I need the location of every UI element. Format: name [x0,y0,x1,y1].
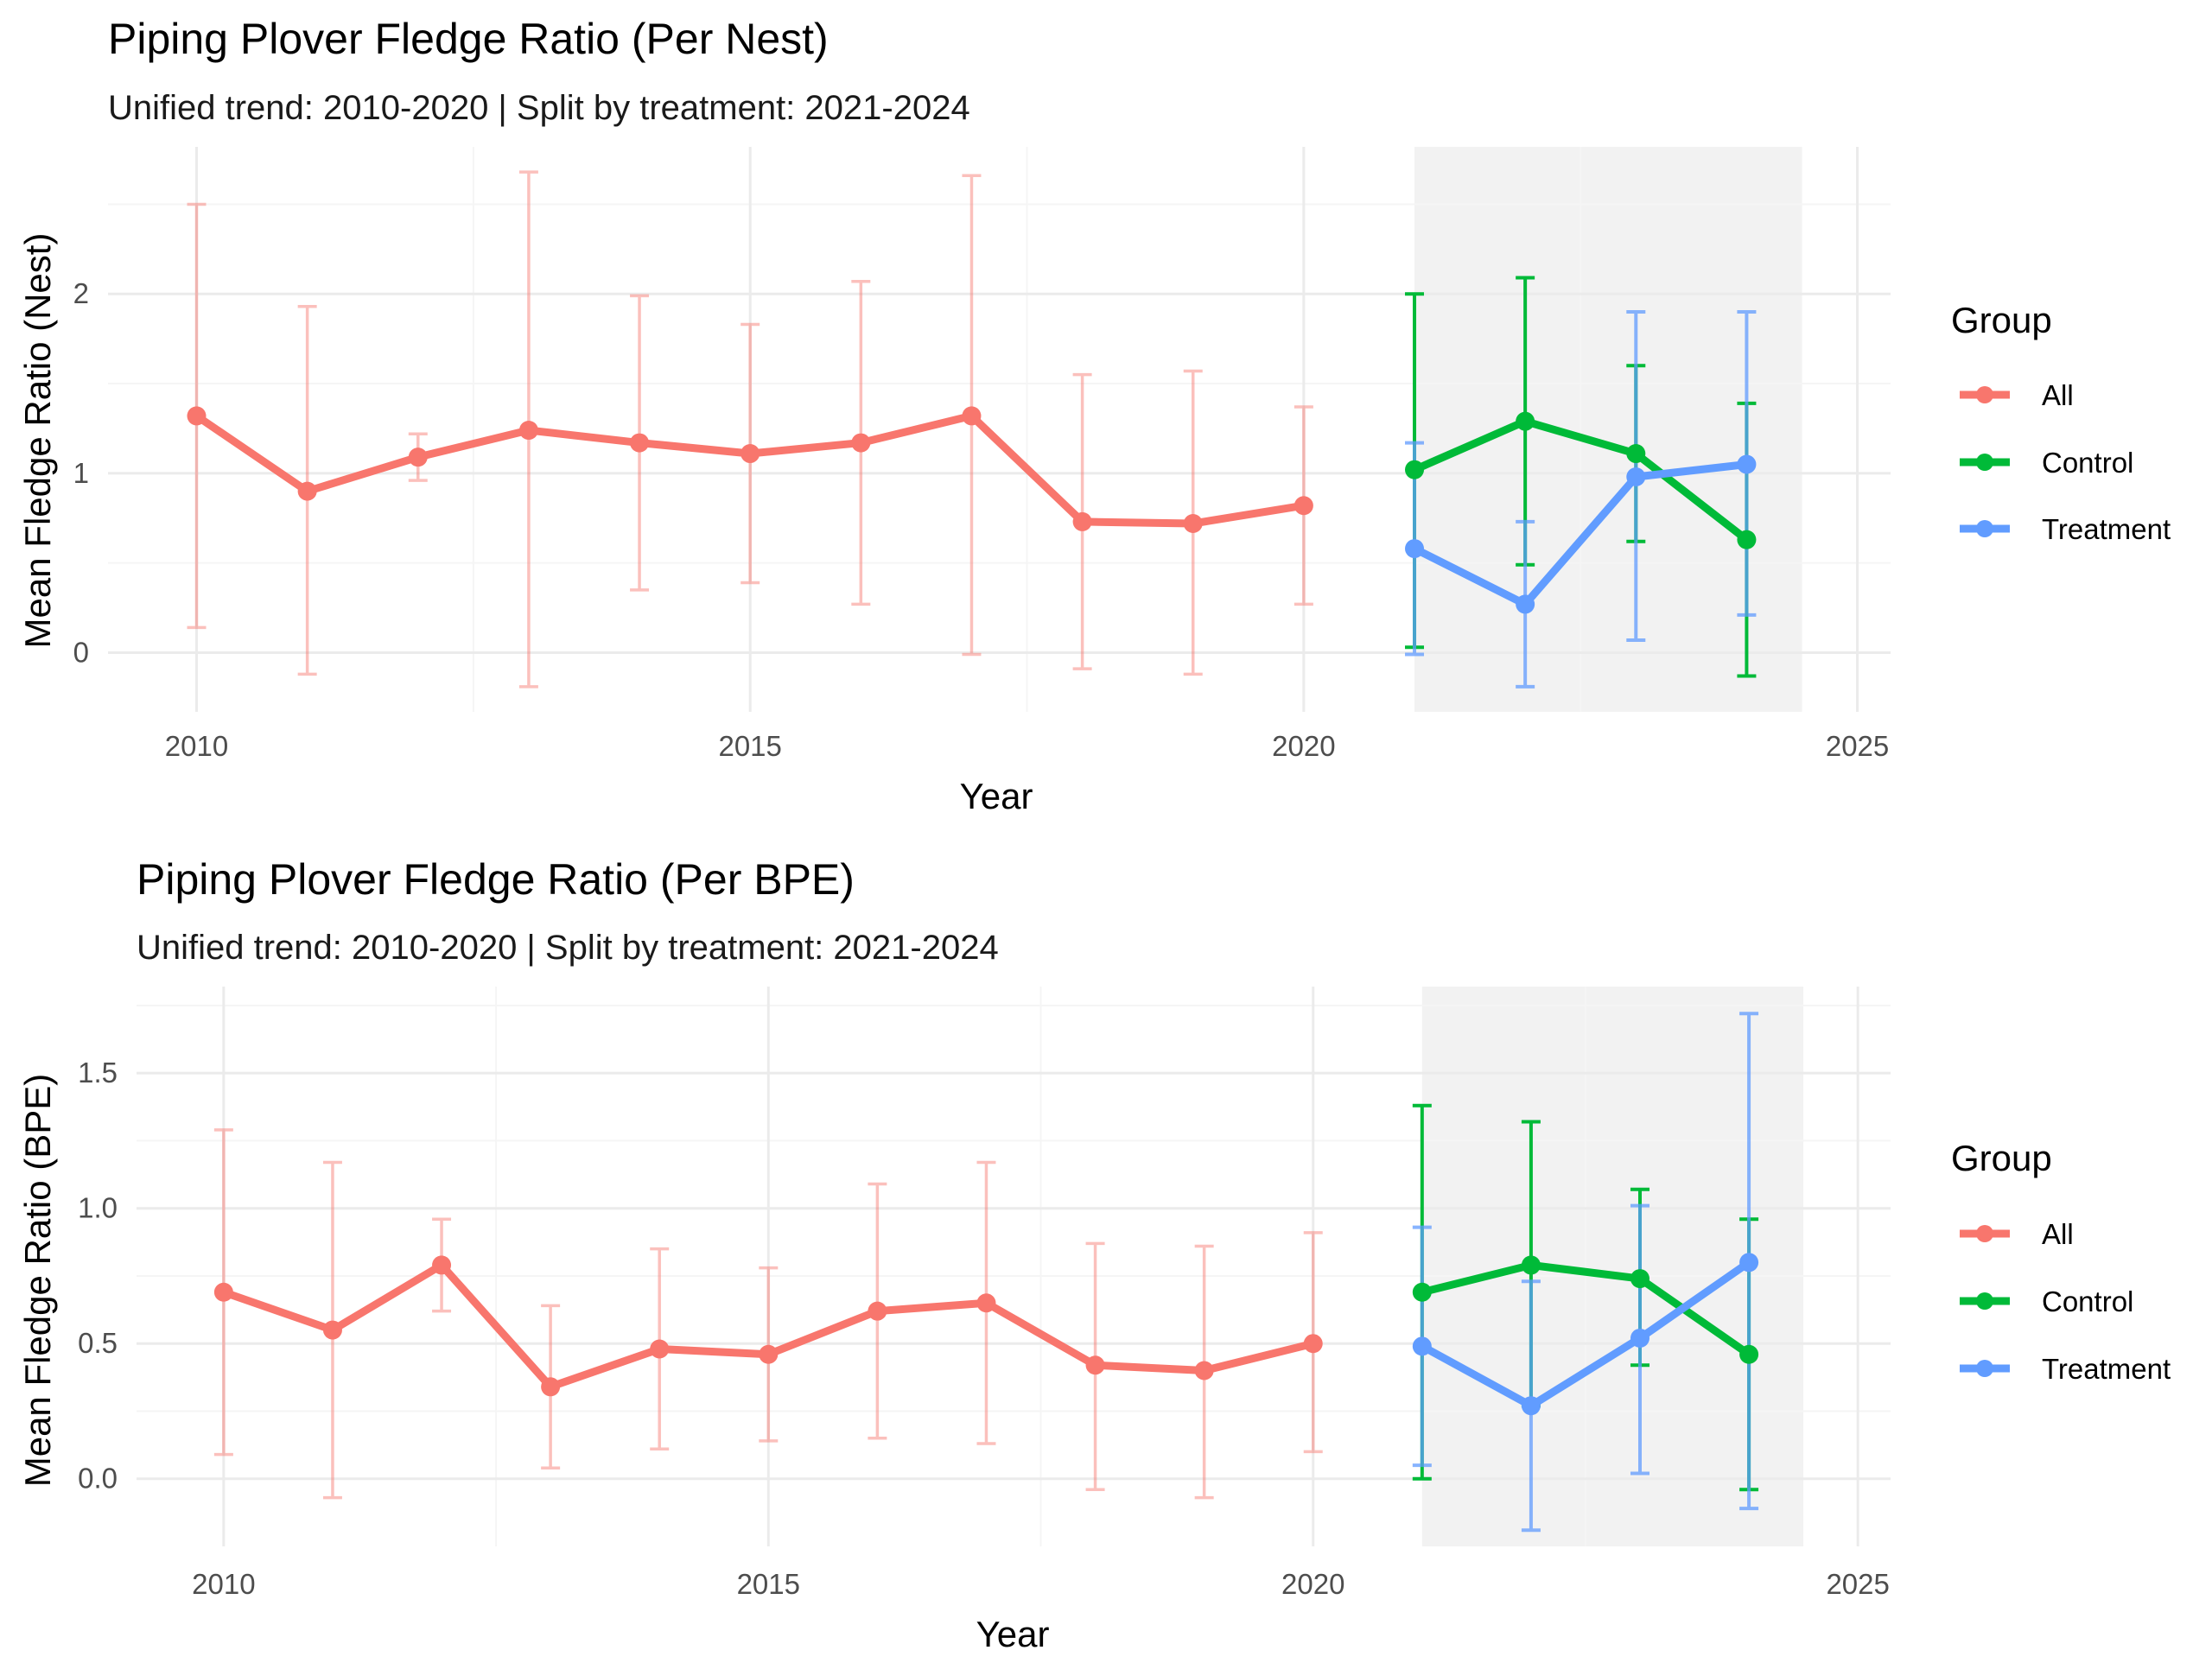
y-tick-label: 1.0 [78,1192,118,1224]
data-point-all [851,433,871,453]
x-tick-label: 2010 [192,1568,255,1600]
data-point-all [1183,514,1203,533]
y-tick-label: 2 [73,277,89,309]
legend-label-control: Control [2042,447,2133,479]
legend-label-all: All [2042,379,2074,411]
data-point-all [1294,496,1313,516]
series-line-treatment [1418,1258,1753,1410]
data-point-all [322,1320,342,1340]
x-tick-label: 2025 [1826,730,1889,762]
legend-title: Group [1951,300,2052,340]
x-axis-title: Year [976,1614,1050,1654]
data-point-treatment [1412,1336,1432,1356]
treatment-period-shade [1414,147,1802,712]
x-tick-label: 2015 [718,730,781,762]
data-point-all [408,447,428,467]
data-point-all [741,444,760,464]
data-point-control [1405,460,1425,479]
legend-key-all-dot [1976,386,1993,403]
data-point-all [1072,511,1092,531]
legend-item-all: All [1960,379,2074,411]
x-tick-label: 2020 [1272,730,1335,762]
legend-item-treatment: Treatment [1960,1353,2171,1385]
data-point-all [1085,1355,1105,1375]
data-point-all [1303,1334,1323,1354]
series-line-treatment [1410,460,1751,608]
legend-item-all: All [1960,1218,2074,1250]
data-point-all [759,1344,779,1364]
data-point-treatment [1626,467,1646,487]
data-point-all [650,1339,670,1359]
y-tick-label: 0.0 [78,1463,118,1495]
data-point-treatment [1737,454,1757,474]
data-point-all [976,1293,996,1313]
plot-area-bpe: 2010 2015 2020 2025 0.0 0.5 1.0 1.5 [78,987,1891,1600]
chart-bpe: Piping Plover Fledge Ratio (Per BPE) Uni… [17,855,2171,1654]
data-point-control [1516,411,1535,431]
data-point-all [1194,1361,1214,1381]
data-point-treatment [1405,539,1425,559]
series-line-control [1410,417,1751,544]
y-tick-label: 1.5 [78,1057,118,1089]
chart-nest: Piping Plover Fledge Ratio (Per Nest) Un… [17,15,2171,816]
x-tick-label: 2020 [1281,1568,1344,1600]
data-point-all [297,481,317,501]
legend-label-all: All [2042,1218,2074,1250]
legend-key-control-dot [1976,1292,1993,1310]
data-point-treatment [1739,1253,1759,1273]
legend-key-control-dot [1976,454,1993,471]
legend-label-treatment: Treatment [2042,1353,2171,1385]
chart-title: Piping Plover Fledge Ratio (Per Nest) [108,15,829,63]
legend-item-treatment: Treatment [1960,513,2171,545]
legend-key-all-dot [1976,1225,1993,1242]
data-point-all [868,1301,887,1321]
chart-subtitle: Unified trend: 2010-2020 | Split by trea… [108,89,970,127]
data-point-all [630,433,650,453]
data-point-all [541,1377,561,1397]
data-point-all [518,421,538,441]
data-point-control [1412,1282,1432,1302]
data-point-control [1521,1255,1541,1275]
legend-title: Group [1951,1138,2052,1178]
chart-subtitle: Unified trend: 2010-2020 | Split by trea… [137,929,999,967]
x-tick-label: 2010 [165,730,228,762]
x-tick-label: 2025 [1826,1568,1889,1600]
x-tick-label: 2015 [737,1568,800,1600]
legend-item-control: Control [1960,447,2133,479]
data-point-control [1737,530,1757,549]
y-tick-label: 0 [73,636,89,668]
y-tick-label: 0.5 [78,1327,118,1359]
legend-key-treatment-dot [1976,1360,1993,1377]
legend-key-treatment-dot [1976,520,1993,537]
data-point-all [432,1255,452,1275]
chart-title: Piping Plover Fledge Ratio (Per BPE) [137,855,855,904]
legend-item-control: Control [1960,1285,2133,1317]
data-point-control [1626,444,1646,464]
data-point-control [1630,1269,1649,1289]
series-line-control [1418,1260,1753,1359]
y-tick-label: 1 [73,457,89,489]
data-point-all [962,406,982,426]
plot-area-nest: 2010 2015 2020 2025 0 1 2 [73,147,1891,762]
legend-label-treatment: Treatment [2042,513,2171,545]
data-point-treatment [1630,1328,1649,1348]
data-point-treatment [1521,1396,1541,1416]
legend: Group All Control Treatment [1951,1138,2171,1385]
legend-label-control: Control [2042,1285,2133,1317]
y-axis-title: Mean Fledge Ratio (Nest) [17,233,58,649]
legend: Group All Control Treatment [1951,300,2171,545]
x-axis-title: Year [960,776,1033,816]
data-point-control [1739,1344,1759,1364]
y-axis-title: Mean Fledge Ratio (BPE) [17,1074,58,1488]
data-point-all [213,1282,233,1302]
data-point-treatment [1516,594,1535,614]
data-point-all [187,406,207,426]
